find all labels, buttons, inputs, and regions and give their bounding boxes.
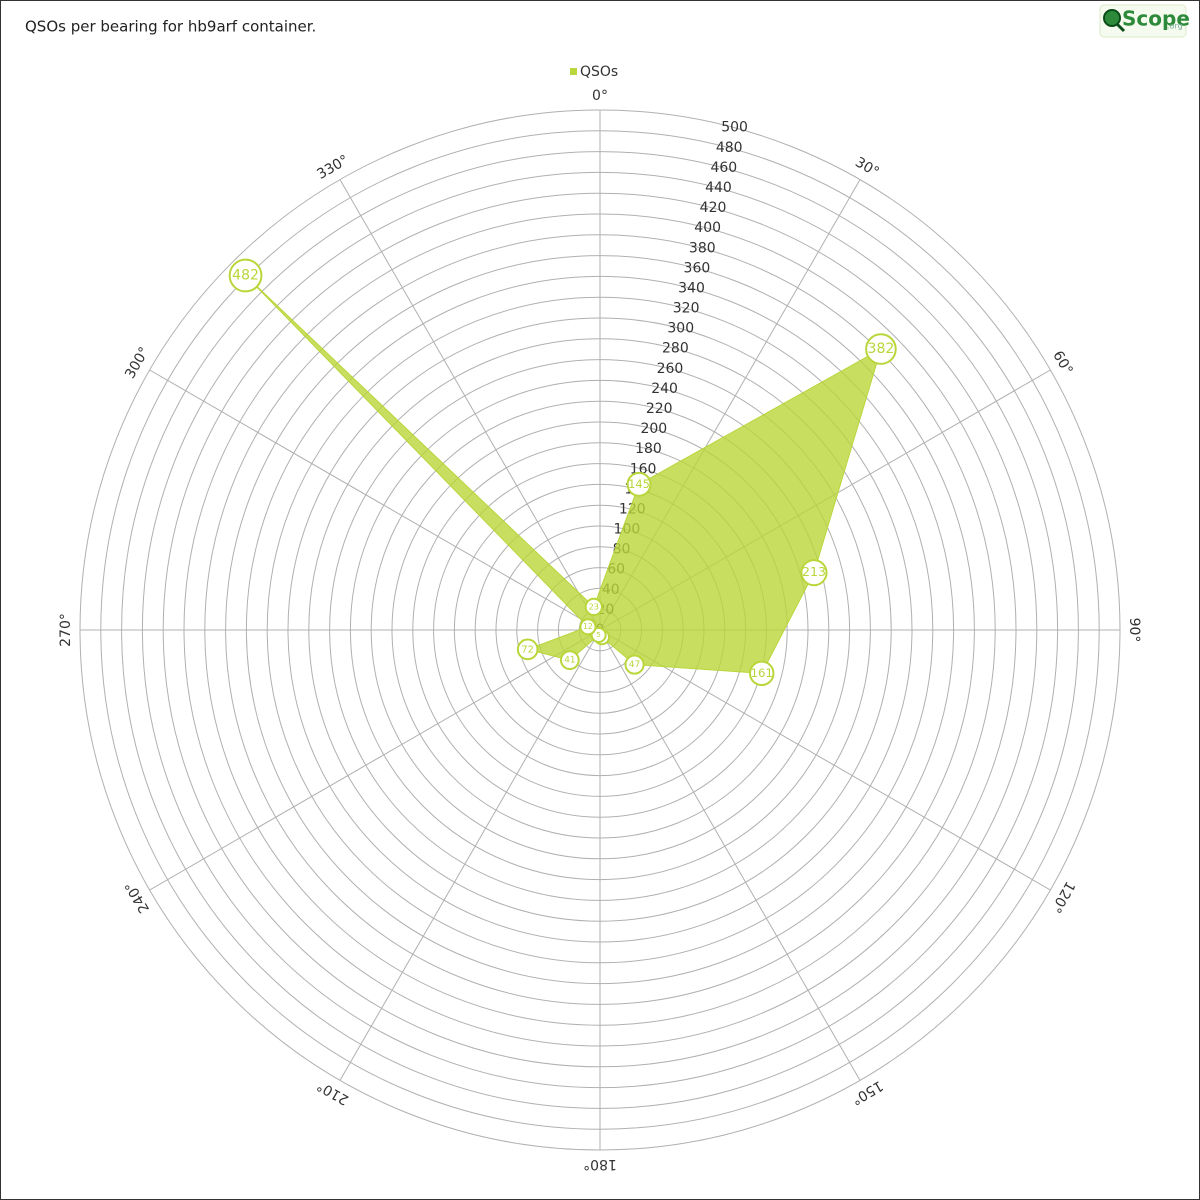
data-point [626, 471, 652, 497]
data-label: 72 [521, 644, 533, 655]
legend-swatch [570, 68, 577, 75]
data-label: 23 [589, 601, 599, 611]
x-tick-label: 0° [592, 88, 608, 104]
y-tick-label: 500 [721, 120, 748, 136]
grid-spoke [599, 629, 1051, 891]
logo-text: Scope [1122, 7, 1190, 31]
x-tick-label: 180° [583, 1156, 617, 1172]
data-point [559, 650, 580, 671]
y-tick-label: 240 [651, 381, 678, 397]
data-point [228, 258, 263, 293]
data-label: 41 [564, 656, 575, 666]
legend-label: QSOs [580, 64, 618, 80]
y-tick-label: 280 [662, 341, 689, 357]
y-tick-label: 420 [700, 200, 727, 216]
grid-spoke [149, 369, 601, 631]
y-tick-label: 380 [689, 240, 716, 256]
data-point [579, 618, 597, 636]
y-tick-label: 260 [657, 361, 684, 377]
y-tick-label: 360 [684, 260, 711, 276]
y-tick-label: 200 [640, 421, 667, 437]
data-label: 213 [802, 564, 826, 579]
grid-spoke [599, 629, 861, 1081]
data-point [590, 627, 607, 644]
x-tick-label: 90° [1126, 618, 1142, 643]
data-label: 161 [751, 666, 773, 680]
y-tick-label: 340 [678, 280, 705, 296]
x-tick-label: 270° [58, 613, 74, 647]
y-tick-label: 400 [694, 220, 721, 236]
logo-suffix: .org [1167, 22, 1183, 31]
data-point [865, 333, 897, 365]
logo-handle [1115, 22, 1126, 33]
data-label: 47 [629, 660, 641, 670]
data-point [749, 660, 775, 687]
logo: Scope .org [1099, 4, 1190, 38]
data-label: 12 [583, 622, 593, 631]
data-label: 5 [596, 631, 600, 639]
data-point [800, 559, 828, 587]
y-tick-label: 440 [705, 180, 732, 196]
data-label: 145 [628, 477, 650, 491]
data-point [516, 638, 539, 661]
y-tick-label: 460 [710, 160, 737, 176]
data-point [624, 654, 645, 675]
grid-spoke [149, 629, 601, 891]
y-tick-label: 180 [635, 441, 662, 457]
y-tick-label: 300 [667, 321, 694, 337]
data-point [584, 597, 603, 617]
grid-spoke [339, 179, 601, 631]
grid-spoke [339, 629, 601, 1081]
logo-lens [1103, 9, 1121, 27]
y-tick-label: 320 [673, 301, 700, 317]
data-label: 382 [868, 341, 895, 357]
chart-title: QSOs per bearing for hb9arf container. [25, 18, 316, 36]
y-tick-label: 220 [646, 401, 673, 417]
data-label: 482 [232, 268, 259, 284]
y-tick-label: 480 [716, 140, 743, 156]
